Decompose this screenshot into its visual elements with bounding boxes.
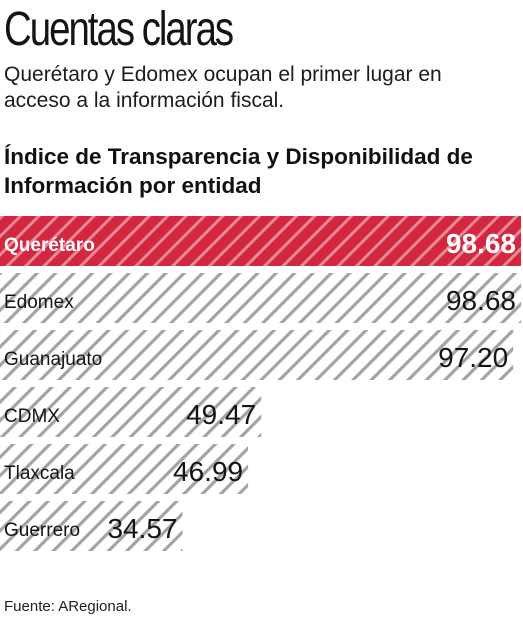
value-label: 34.57 [107,513,177,544]
subheadline: Querétaro y Edomex ocupan el primer luga… [4,63,442,112]
category-label: Guerrero [4,520,80,541]
headline: Cuentas claras [4,3,234,56]
source-note: Fuente: ARegional. [4,598,132,615]
value-label: 46.99 [173,456,243,487]
value-label: 98.68 [446,285,516,316]
bar-querétaro [0,216,522,266]
bar-tlaxcala [0,444,249,494]
category-label: Querétaro [4,235,95,256]
category-label: Guanajuato [4,349,102,370]
value-label: 98.68 [446,228,516,259]
bar-guerrero [0,501,183,551]
bar-cdmx [0,387,262,437]
chart-title: Índice de Transparencia y Disponibilidad… [4,144,473,198]
category-label: Edomex [4,292,74,313]
bar-chart: Querétaro 98.68 Edomex 98.68 Guanajuato 97.20… [0,216,522,551]
value-label: 97.20 [438,342,508,373]
value-label: 49.47 [186,399,256,430]
category-label: CDMX [4,406,60,427]
bar-edomex [0,273,522,323]
bar-guanajuato [0,330,514,380]
category-label: Tlaxcala [4,463,75,484]
